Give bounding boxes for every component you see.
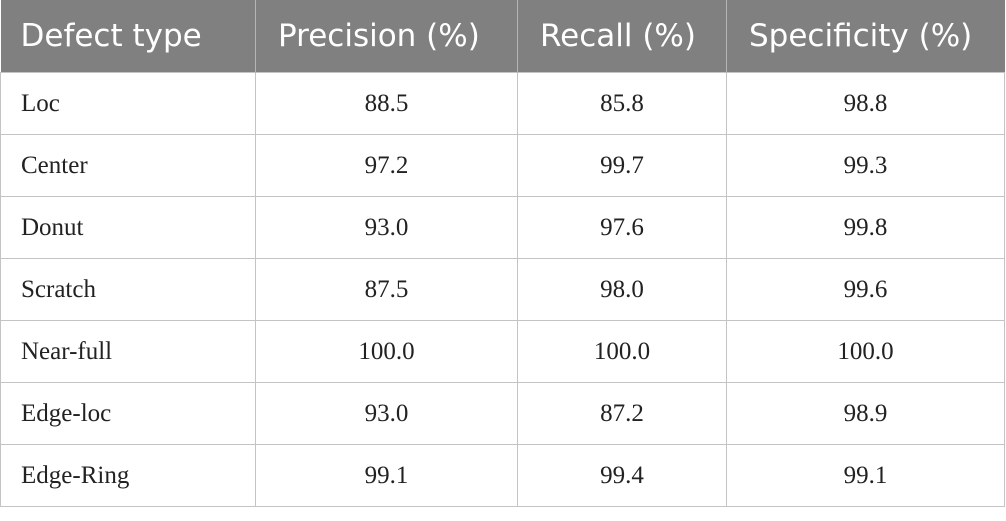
metric-cell: 87.5 bbox=[255, 258, 518, 321]
defect-type-cell: Loc bbox=[0, 72, 256, 135]
metric-cell: 99.8 bbox=[726, 196, 1005, 259]
defect-type-cell: Edge-loc bbox=[0, 382, 256, 445]
metric-cell: 99.1 bbox=[255, 444, 518, 507]
metric-cell: 98.0 bbox=[517, 258, 727, 321]
metric-cell: 98.9 bbox=[726, 382, 1005, 445]
defect-type-cell: Edge-Ring bbox=[0, 444, 256, 507]
metric-cell: 99.6 bbox=[726, 258, 1005, 321]
metric-cell: 99.4 bbox=[517, 444, 727, 507]
defect-type-cell: Scratch bbox=[0, 258, 256, 321]
defect-type-cell: Near-full bbox=[0, 320, 256, 383]
defect-type-cell: Center bbox=[0, 134, 256, 197]
column-header: Defect type bbox=[0, 0, 256, 73]
metric-cell: 100.0 bbox=[726, 320, 1005, 383]
table-row: Scratch 87.5 98.0 99.6 bbox=[0, 258, 1005, 321]
metric-cell: 85.8 bbox=[517, 72, 727, 135]
metric-cell: 97.2 bbox=[255, 134, 518, 197]
column-header: Specificity (%) bbox=[726, 0, 1005, 73]
metric-cell: 97.6 bbox=[517, 196, 727, 259]
metric-cell: 99.1 bbox=[726, 444, 1005, 507]
metric-cell: 93.0 bbox=[255, 196, 518, 259]
defect-type-cell: Donut bbox=[0, 196, 256, 259]
table-row: Center 97.2 99.7 99.3 bbox=[0, 134, 1005, 197]
metric-cell: 93.0 bbox=[255, 382, 518, 445]
metric-cell: 100.0 bbox=[255, 320, 518, 383]
column-header: Recall (%) bbox=[517, 0, 727, 73]
results-table: Defect type Precision (%) Recall (%) Specif… bbox=[0, 0, 1005, 507]
metric-cell: 99.3 bbox=[726, 134, 1005, 197]
table-row: Donut 93.0 97.6 99.8 bbox=[0, 196, 1005, 259]
header-row: Defect type Precision (%) Recall (%) Specif… bbox=[0, 0, 1005, 73]
metric-cell: 100.0 bbox=[517, 320, 727, 383]
metric-cell: 99.7 bbox=[517, 134, 727, 197]
metric-cell: 87.2 bbox=[517, 382, 727, 445]
metric-cell: 98.8 bbox=[726, 72, 1005, 135]
table-row: Edge-loc 93.0 87.2 98.9 bbox=[0, 382, 1005, 445]
table-row: Loc 88.5 85.8 98.8 bbox=[0, 72, 1005, 135]
table-row: Edge-Ring 99.1 99.4 99.1 bbox=[0, 444, 1005, 507]
table-body: Loc 88.5 85.8 98.8 Center 97.2 99.7 99.3 Donut 93… bbox=[0, 72, 1005, 507]
table-row: Near-full 100.0 100.0 100.0 bbox=[0, 320, 1005, 383]
column-header: Precision (%) bbox=[255, 0, 518, 73]
metric-cell: 88.5 bbox=[255, 72, 518, 135]
